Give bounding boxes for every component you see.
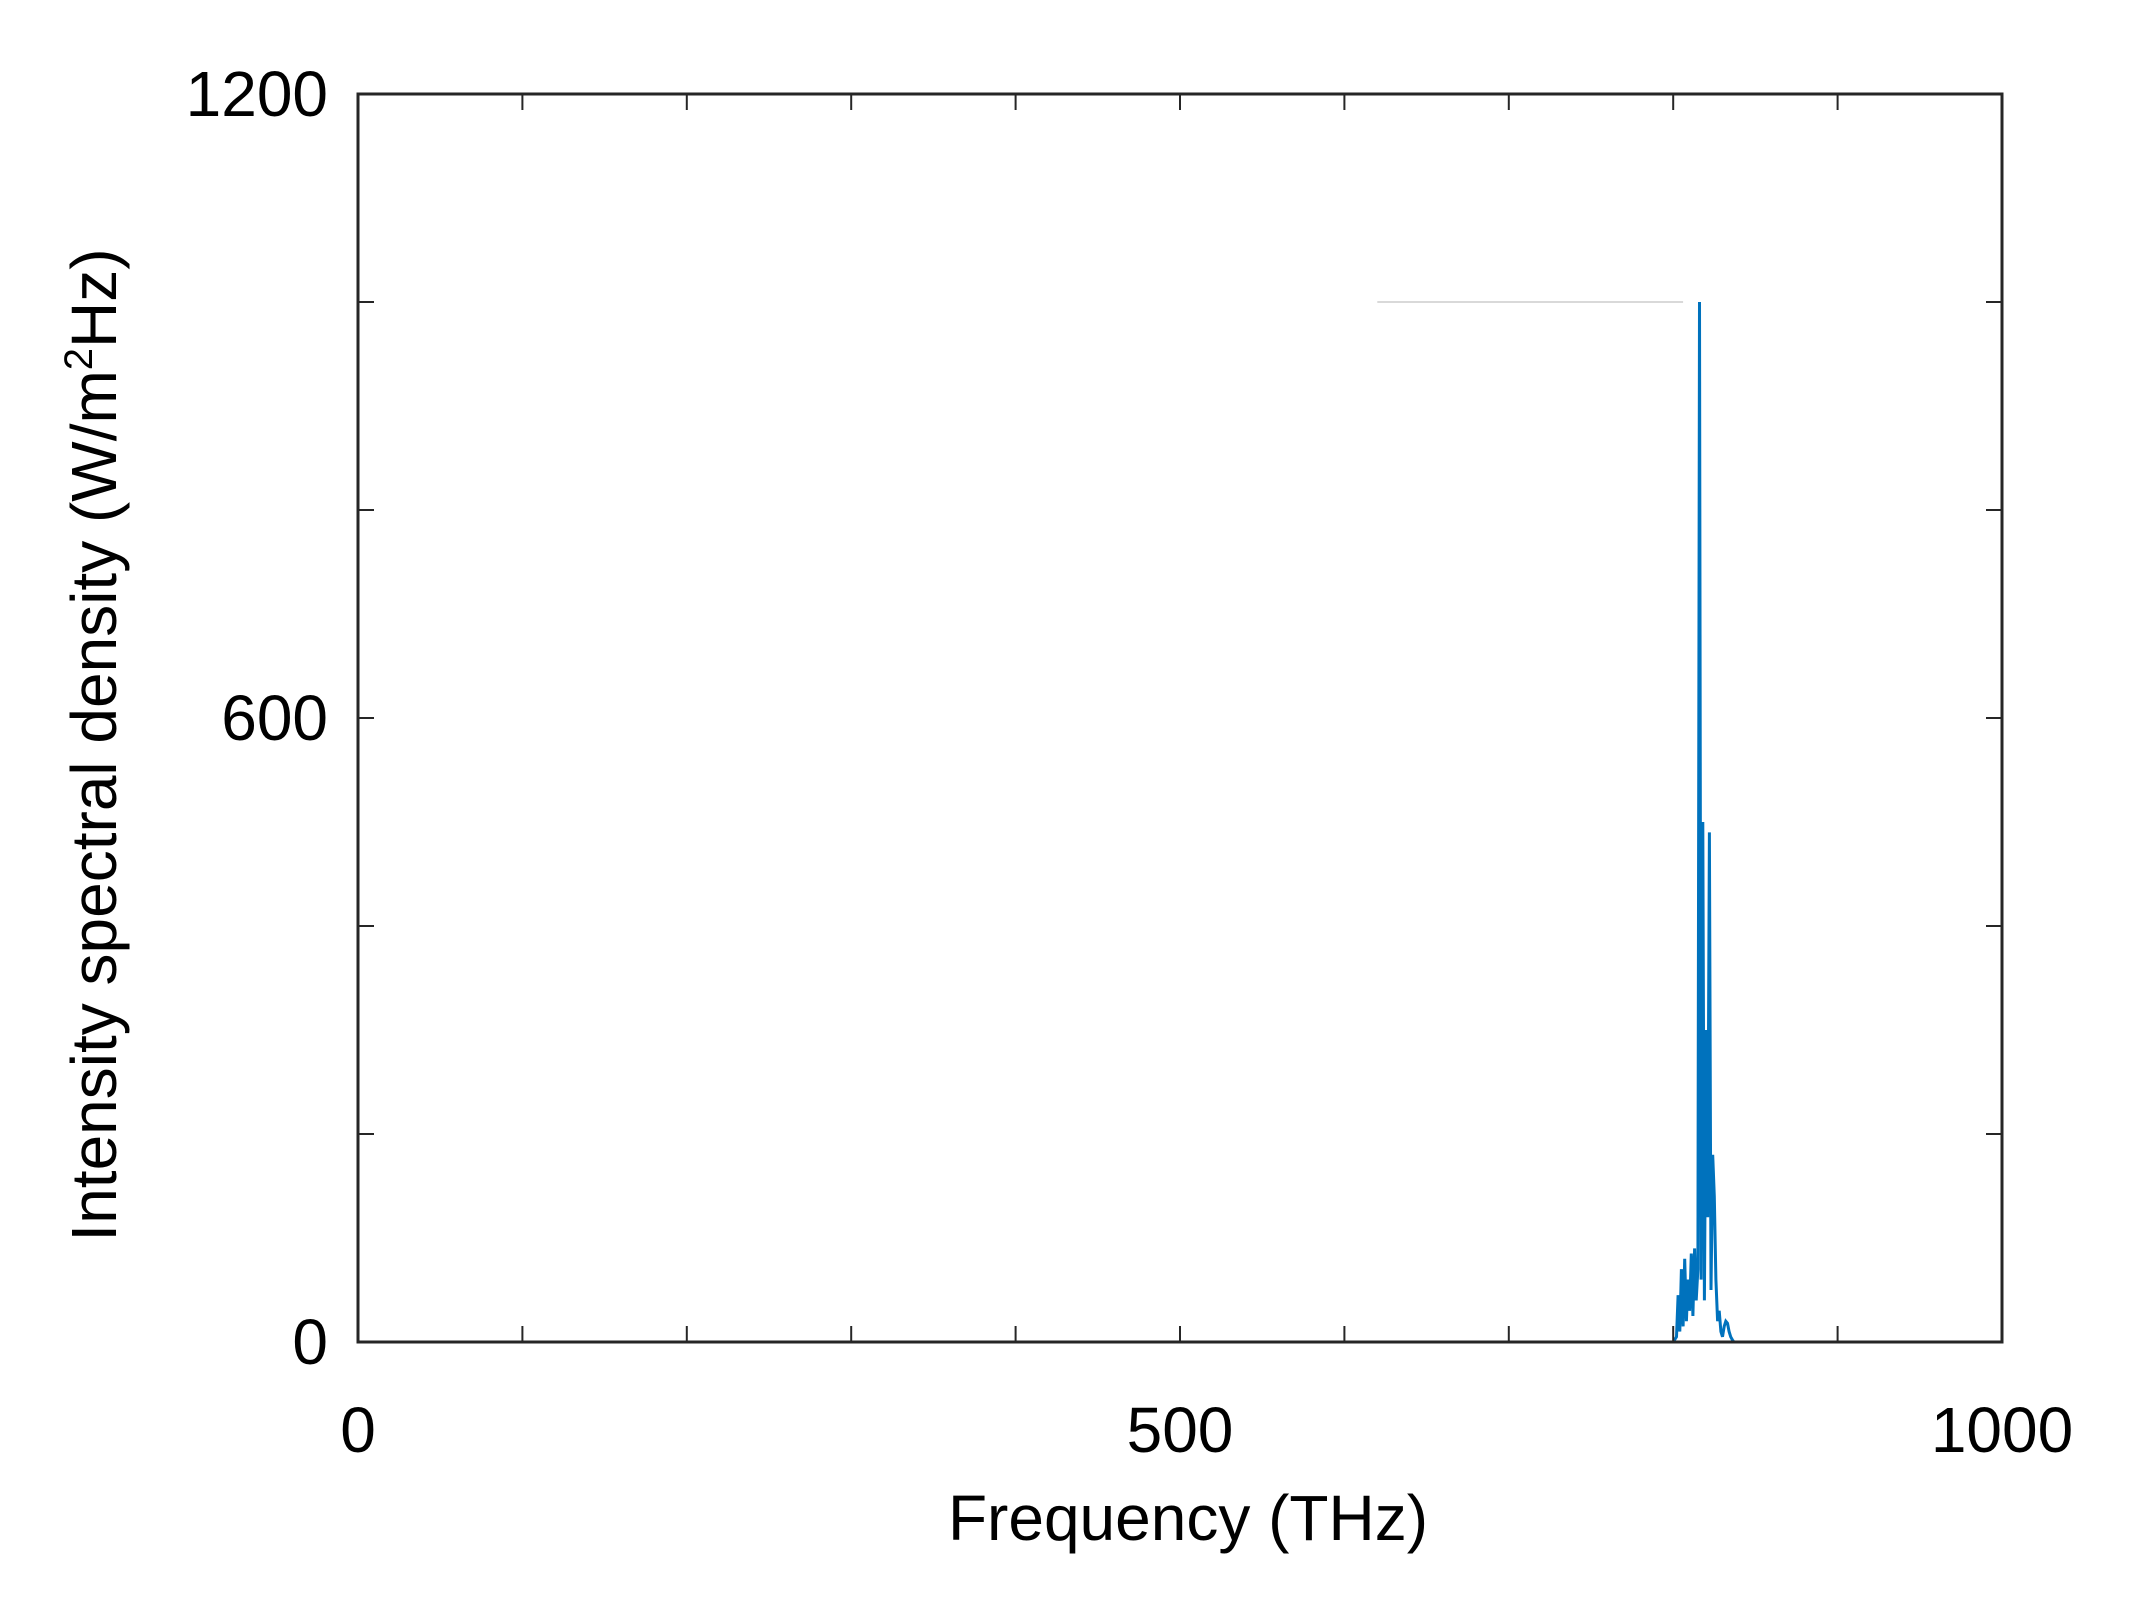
plot-area xyxy=(358,301,2002,1344)
series-line-1 xyxy=(358,301,2002,1344)
x-tick-label: 500 xyxy=(1127,1394,1234,1466)
y-tick-label: 600 xyxy=(221,682,328,754)
tick-labels: 0 500 1000 0 600 1200 xyxy=(186,58,2074,1466)
x-tick-label: 1000 xyxy=(1931,1394,2073,1466)
y-tick-label: 0 xyxy=(292,1306,328,1378)
y-axis-label-superscript: 2 xyxy=(57,348,101,370)
y-axis-label: Intensity spectral density (W/m2Hz) xyxy=(57,248,130,1241)
y-tick-label: 1200 xyxy=(186,58,328,130)
y-axis-label-unit-end: Hz) xyxy=(58,248,130,348)
x-axis-label: Frequency (THz) xyxy=(948,1482,1428,1554)
y-axis-label-main: Intensity spectral density (W/m xyxy=(58,370,130,1241)
axes-frame xyxy=(356,92,2004,1344)
axes xyxy=(356,92,2004,1344)
x-tick-label: 0 xyxy=(340,1394,376,1466)
